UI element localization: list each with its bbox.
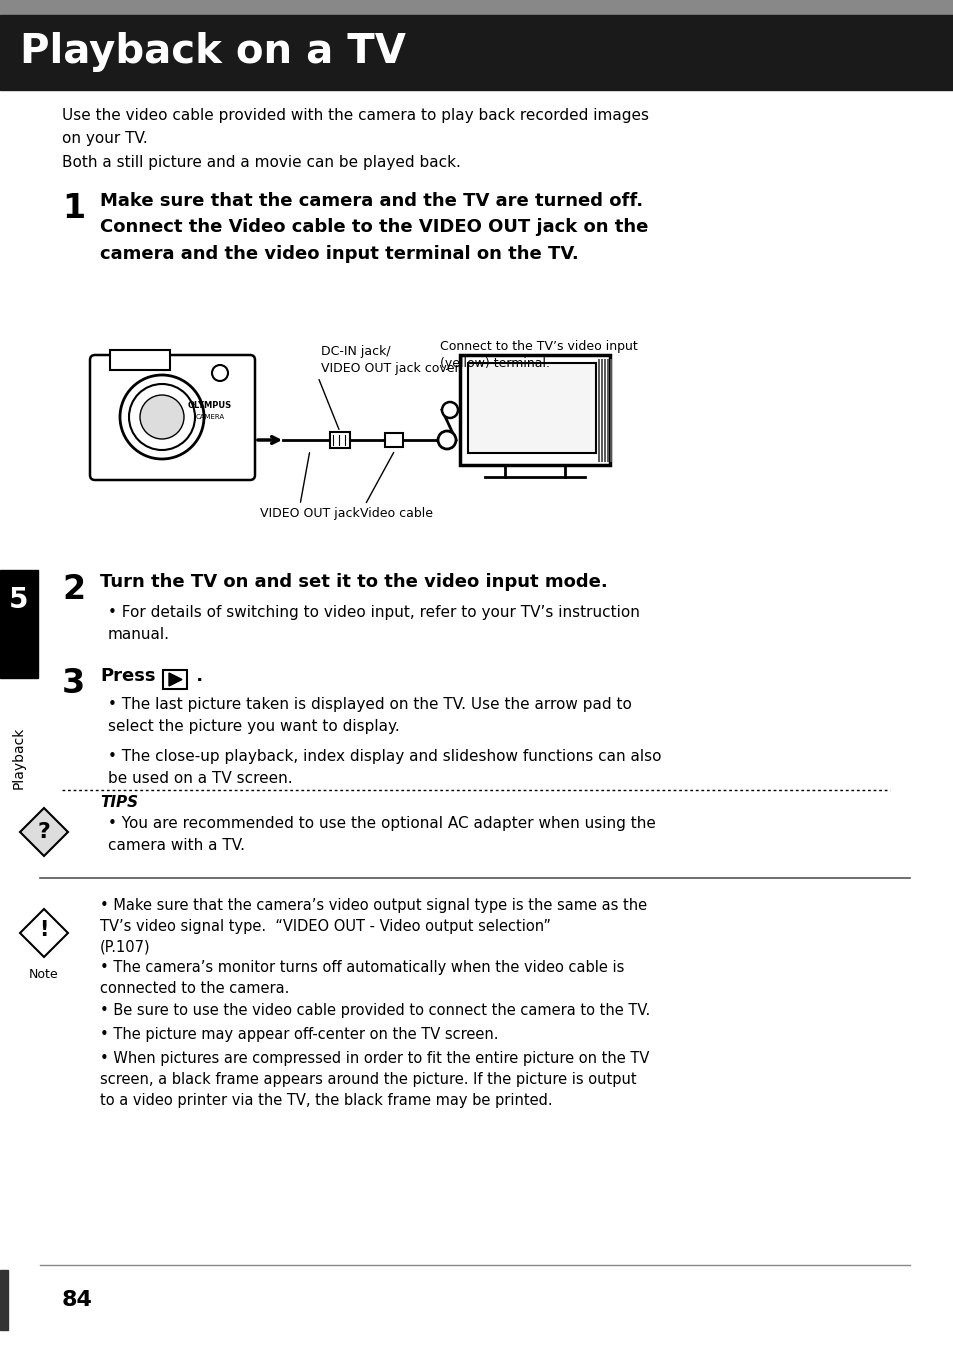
Bar: [459, 355, 609, 465]
Text: Playback: Playback: [12, 726, 26, 790]
Text: • The camera’s monitor turns off automatically when the video cable is
connected: • The camera’s monitor turns off automat…: [100, 960, 623, 997]
Text: DC-IN jack/
VIDEO OUT jack cover: DC-IN jack/ VIDEO OUT jack cover: [320, 346, 459, 375]
Bar: [0, 570, 38, 678]
Text: CAMERA: CAMERA: [195, 414, 224, 420]
Text: 3: 3: [62, 667, 85, 699]
Bar: [468, 363, 596, 453]
Text: • The picture may appear off-center on the TV screen.: • The picture may appear off-center on t…: [100, 1028, 498, 1042]
Circle shape: [437, 430, 456, 449]
Text: Note: Note: [30, 968, 59, 981]
Bar: [0, 0, 953, 15]
Text: 5: 5: [10, 586, 29, 615]
Text: • You are recommended to use the optional AC adapter when using the
camera with : • You are recommended to use the optiona…: [108, 816, 656, 853]
Bar: [330, 432, 350, 448]
Text: • For details of switching to video input, refer to your TV’s instruction
manual: • For details of switching to video inpu…: [108, 605, 639, 642]
Bar: [0, 1270, 8, 1330]
Bar: [0, 15, 953, 90]
Text: Video cable: Video cable: [359, 507, 433, 521]
Text: 84: 84: [62, 1290, 92, 1310]
Text: ?: ?: [37, 822, 51, 842]
Text: .: .: [190, 667, 203, 685]
Text: • Be sure to use the video cable provided to connect the camera to the TV.: • Be sure to use the video cable provide…: [100, 1003, 650, 1018]
Text: Use the video cable provided with the camera to play back recorded images
on you: Use the video cable provided with the ca…: [62, 108, 648, 169]
Circle shape: [129, 385, 194, 451]
Circle shape: [120, 375, 204, 459]
Text: • When pictures are compressed in order to fit the entire picture on the TV
scre: • When pictures are compressed in order …: [100, 1050, 649, 1108]
Text: !: !: [39, 920, 49, 940]
Bar: [110, 350, 170, 370]
Text: Playback on a TV: Playback on a TV: [20, 32, 405, 73]
Text: 2: 2: [62, 573, 85, 607]
Text: • The close-up playback, index display and slideshow functions can also
be used : • The close-up playback, index display a…: [108, 749, 660, 787]
FancyBboxPatch shape: [90, 355, 254, 480]
Text: Make sure that the camera and the TV are turned off.
Connect the Video cable to : Make sure that the camera and the TV are…: [100, 192, 648, 262]
Circle shape: [441, 402, 457, 418]
Polygon shape: [20, 909, 68, 958]
Polygon shape: [169, 672, 182, 686]
Polygon shape: [20, 808, 68, 855]
Text: OLYMPUS: OLYMPUS: [188, 401, 232, 409]
Text: Press: Press: [100, 667, 155, 685]
Bar: [385, 433, 402, 447]
Circle shape: [212, 364, 228, 381]
Text: • Make sure that the camera’s video output signal type is the same as the
TV’s v: • Make sure that the camera’s video outp…: [100, 898, 646, 955]
Text: Connect to the TV’s video input
(yellow) terminal.: Connect to the TV’s video input (yellow)…: [439, 340, 638, 370]
Text: 1: 1: [62, 192, 85, 225]
Text: Turn the TV on and set it to the video input mode.: Turn the TV on and set it to the video i…: [100, 573, 607, 590]
Text: VIDEO OUT jack: VIDEO OUT jack: [260, 507, 359, 521]
Text: TIPS: TIPS: [100, 795, 138, 810]
Bar: [163, 670, 187, 689]
Circle shape: [140, 395, 184, 438]
Text: • The last picture taken is displayed on the TV. Use the arrow pad to
select the: • The last picture taken is displayed on…: [108, 697, 631, 734]
